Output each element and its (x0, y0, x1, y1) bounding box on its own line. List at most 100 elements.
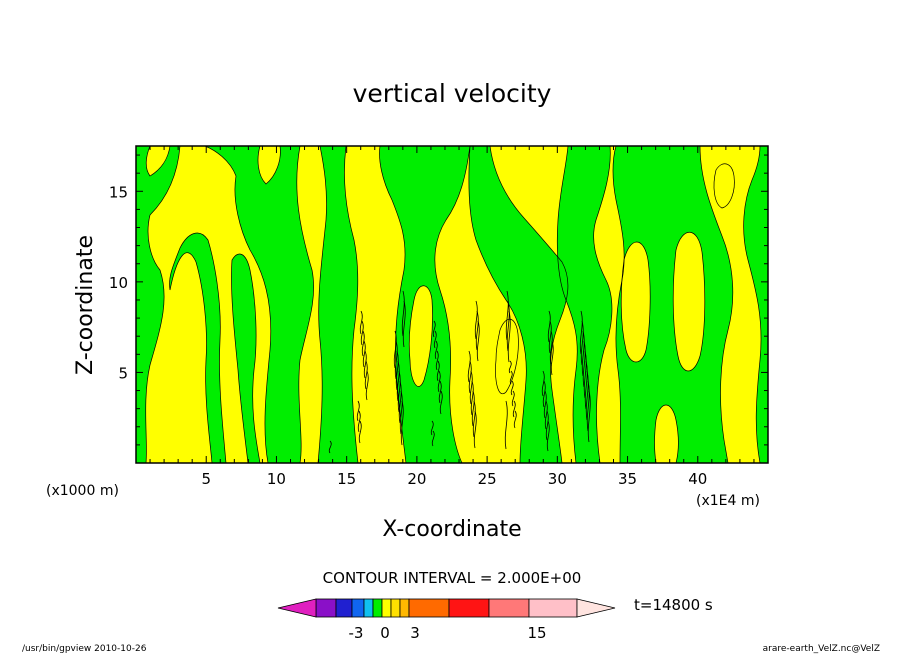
x-tick-label: 30 (548, 470, 567, 488)
contour-line (395, 350, 399, 391)
y-tick-label: 15 (109, 183, 128, 201)
contour-line (508, 360, 512, 374)
colorbar-min-arrow (277, 598, 317, 618)
colorbar-segment (351, 598, 365, 618)
contour-line (328, 440, 332, 454)
colorbar-tick-label: 0 (380, 624, 390, 642)
colorbar-segment (448, 598, 490, 618)
contour-line (394, 340, 398, 380)
contour-line (393, 330, 397, 369)
contour-line (507, 310, 511, 363)
y-tick-label: 10 (109, 274, 128, 292)
y-axis-label: Z-coordinate (73, 235, 98, 375)
y-unit-label: (x1000 m) (46, 483, 119, 499)
contour-line (433, 330, 437, 349)
contour-region (654, 405, 679, 463)
colorbar-segment (335, 598, 353, 618)
contour-line (430, 420, 434, 436)
contour-line (231, 253, 261, 463)
contour-line (587, 390, 591, 443)
contour-line (511, 390, 515, 407)
contour-line (363, 350, 367, 379)
contour-line (467, 350, 471, 383)
colorbar-tick-label: 15 (527, 624, 546, 642)
contour-line (365, 370, 369, 401)
contour-line (585, 370, 589, 421)
colorbar-segment (363, 598, 374, 618)
x-axis: 5 10 15 20 25 30 35 40 (149, 146, 755, 488)
contour-region (146, 146, 170, 176)
colorbar: -3 0 3 15 (277, 598, 616, 642)
contour-line (580, 320, 584, 366)
colorbar-segment (528, 598, 578, 618)
contour-region (318, 146, 358, 463)
contour-line (542, 380, 546, 408)
x-tick-label: 15 (337, 470, 356, 488)
contour-line (436, 360, 440, 382)
colorbar-tick-label: 3 (410, 624, 420, 642)
contour-line (431, 430, 435, 447)
contour-line (546, 420, 550, 452)
contour-line (468, 360, 472, 394)
x-tick-label: 35 (618, 470, 637, 488)
contour-region (495, 319, 519, 394)
contour-line (470, 380, 474, 416)
contour-line (356, 400, 360, 422)
contour-line (400, 400, 404, 446)
contour-line (584, 360, 588, 410)
colorbar-segment (488, 598, 530, 618)
contour-line (743, 146, 768, 463)
footer-left: /usr/bin/gpview 2010-10-26 (22, 644, 147, 654)
contour-line (550, 340, 554, 376)
contour-line (672, 232, 706, 372)
contour-line (169, 232, 227, 463)
contour-line (510, 380, 514, 396)
contour-line (474, 300, 478, 340)
contour-line (512, 400, 516, 418)
colorbar-segment (372, 598, 383, 618)
contour-line (402, 300, 406, 348)
contour-line (543, 390, 547, 419)
contour-line (472, 400, 476, 438)
colorbar-max-arrow (576, 598, 616, 618)
footer-right: arare-earth_VelZ.nc@VelZ (763, 644, 880, 654)
contour-line (654, 404, 679, 463)
contour-line (399, 390, 403, 435)
contour-line (582, 340, 586, 388)
contour-line (432, 320, 436, 338)
contour-line (408, 285, 433, 387)
y-axis: 5 10 15 (109, 154, 768, 446)
contour-region (169, 233, 226, 463)
contour-line (364, 360, 368, 390)
contour-line (439, 390, 443, 415)
contour-field (136, 146, 768, 463)
plot-frame (135, 145, 769, 464)
contour-region (673, 232, 705, 371)
contour-line (549, 330, 553, 365)
contour-line (583, 350, 587, 399)
contour-line (398, 380, 402, 424)
contour-line (473, 410, 477, 449)
colorbar-segment (399, 598, 410, 618)
contour-line (475, 310, 479, 351)
contour-line (145, 146, 171, 177)
contour-line (509, 370, 513, 385)
x-tick-label: 20 (407, 470, 426, 488)
x-tick-label: 10 (267, 470, 286, 488)
contour-line (548, 320, 552, 354)
time-label: t=14800 s (634, 596, 713, 614)
contour-line (435, 350, 439, 371)
contour-region (258, 146, 281, 184)
contour-line (541, 370, 545, 397)
contour-line (544, 400, 548, 430)
colorbar-segment (315, 598, 337, 618)
contour-line (360, 320, 364, 346)
chart-title: vertical velocity (353, 79, 552, 108)
contour-line (438, 380, 442, 404)
contour-region (621, 242, 651, 362)
contour-region (743, 146, 768, 463)
contour-line (136, 146, 314, 463)
contour-region (409, 285, 433, 387)
contour-line (504, 400, 508, 450)
